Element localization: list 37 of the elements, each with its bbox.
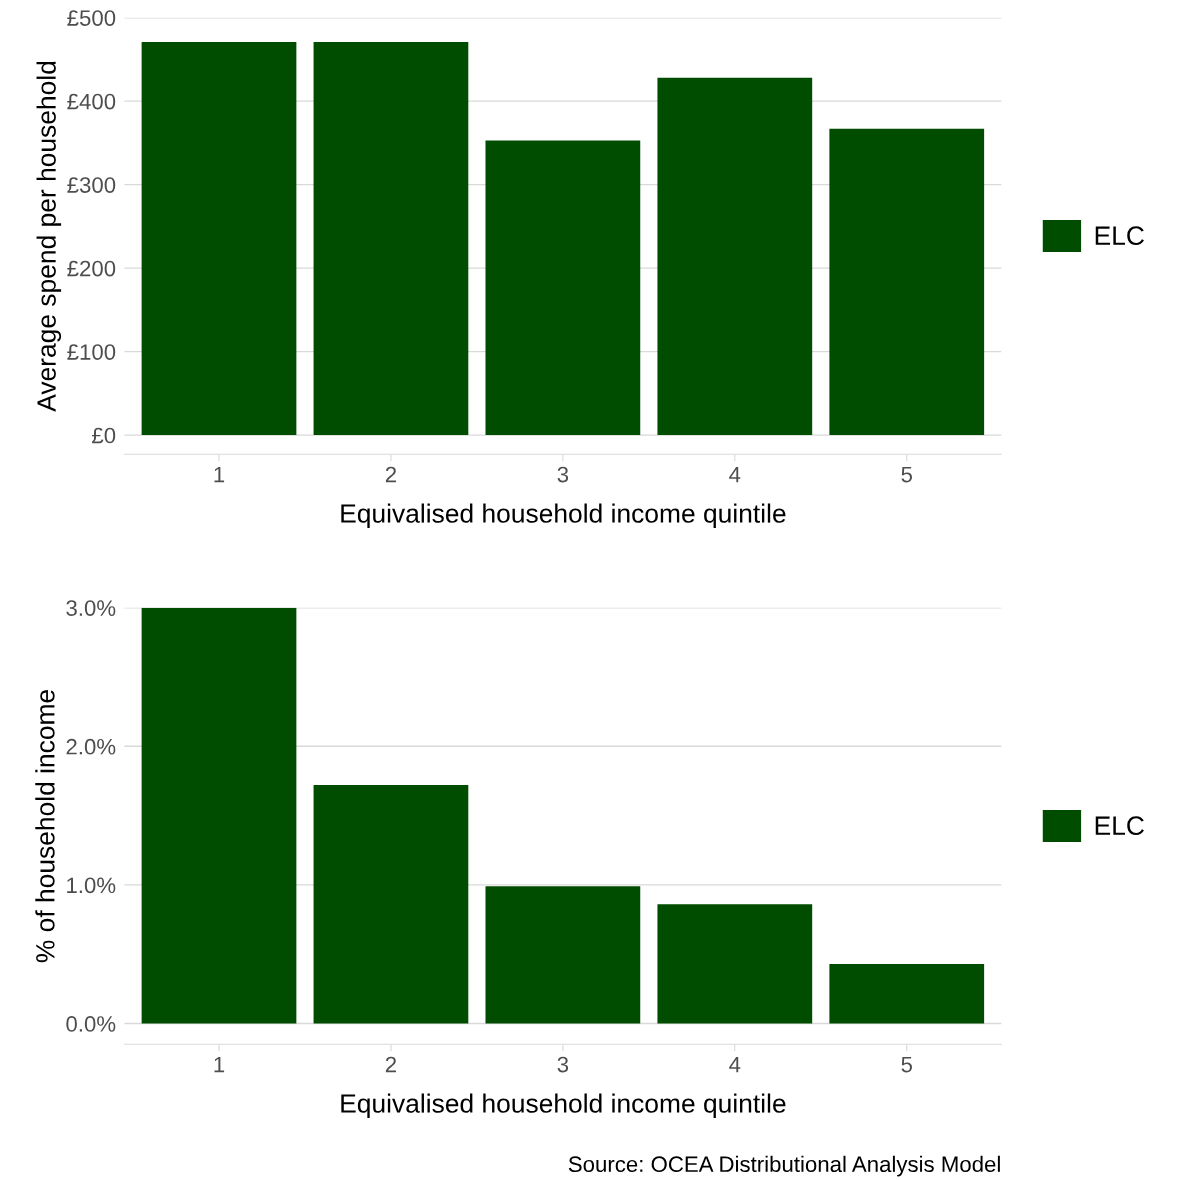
- bar: [313, 41, 469, 436]
- y-tick-label: 1.0%: [67, 877, 116, 894]
- x-tick-label: 1: [214, 466, 225, 483]
- y-tick-label: 2.0%: [66, 738, 116, 755]
- y-tick-label: £100: [67, 344, 116, 360]
- y-axis-title: Average spend per household: [36, 61, 62, 412]
- bar: [657, 904, 813, 1024]
- x-tick-label: 2: [385, 1056, 396, 1073]
- y-tick-label: 0.0%: [66, 1016, 116, 1032]
- x-tick-label: 4: [729, 1056, 741, 1073]
- legend-label: ELC: [1095, 226, 1144, 246]
- x-tick-label: 3: [557, 466, 569, 483]
- y-tick-label: £300: [67, 177, 116, 193]
- x-tick-label: 5: [901, 466, 913, 483]
- bar: [141, 607, 297, 1024]
- bar: [829, 128, 985, 436]
- legend-label: ELC: [1095, 816, 1144, 836]
- bar: [657, 77, 813, 436]
- bar: [829, 963, 985, 1024]
- bar: [485, 140, 641, 436]
- source-note: Source: OCEA Distributional Analysis Model: [568, 1155, 1000, 1177]
- x-tick-label: 1: [214, 1056, 225, 1073]
- y-axis-title: % of household income: [35, 690, 55, 963]
- bar: [485, 886, 641, 1024]
- bar: [313, 785, 469, 1024]
- y-tick-label: £500: [67, 10, 116, 26]
- y-tick-label: £200: [67, 260, 116, 277]
- x-tick-label: 4: [729, 466, 741, 483]
- x-tick-label: 3: [557, 1056, 569, 1073]
- x-axis-title: Equivalised household income quintile: [341, 1093, 786, 1119]
- x-tick-label: 2: [385, 466, 396, 483]
- x-tick-label: 5: [901, 1056, 913, 1073]
- bar: [141, 41, 297, 436]
- x-axis-title: Equivalised household income quintile: [341, 503, 786, 529]
- y-tick-label: £0: [92, 427, 116, 444]
- y-tick-label: £400: [67, 93, 116, 110]
- y-tick-label: 3.0%: [66, 600, 116, 616]
